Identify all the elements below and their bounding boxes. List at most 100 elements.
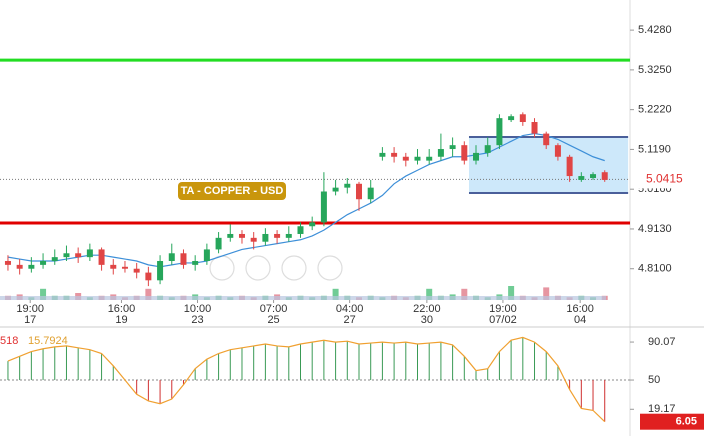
candle-body <box>250 237 257 242</box>
badge-bg <box>178 182 286 200</box>
candle-body <box>508 116 515 121</box>
x-tick-label: 16:00 <box>108 303 136 315</box>
candle-body <box>484 145 491 153</box>
range-box <box>468 137 629 193</box>
candle-body <box>601 172 608 180</box>
candle-body <box>309 222 316 227</box>
osc-y-tick-label: 19.17 <box>648 403 676 415</box>
candle-body <box>51 257 58 262</box>
candle-body <box>473 152 480 161</box>
candle-body <box>262 233 269 242</box>
x-tick-sublabel: 30 <box>421 314 433 326</box>
volume-bar <box>461 288 468 300</box>
x-tick-label: 19:00 <box>16 303 44 315</box>
x-tick-label: 04:00 <box>336 303 364 315</box>
candle-body <box>437 149 444 157</box>
candle-body <box>332 187 339 192</box>
osc-y-tick-label: 90.07 <box>648 336 676 348</box>
candle-body <box>519 114 526 123</box>
y-tick-label: 4.8100 <box>638 263 672 275</box>
candle-body <box>238 233 245 238</box>
tool-button[interactable] <box>281 255 307 281</box>
candle-body <box>4 261 11 265</box>
candle-body <box>215 237 222 250</box>
x-tick-label: 16:00 <box>566 303 594 315</box>
x-tick-sublabel: 17 <box>24 314 36 326</box>
candle-body <box>180 253 187 265</box>
candle-body <box>344 183 351 188</box>
candle-body <box>168 253 175 262</box>
current-price-bg <box>632 170 702 189</box>
candle-body <box>543 133 550 146</box>
candle-body <box>285 233 292 238</box>
tool-button[interactable] <box>317 255 343 281</box>
x-tick-sublabel: 27 <box>344 314 356 326</box>
candle-body <box>98 249 105 265</box>
candle-body <box>320 191 327 223</box>
candle-body <box>227 233 234 238</box>
volume-bar <box>543 287 550 300</box>
volume-bar <box>332 288 339 300</box>
candle-body <box>554 145 561 157</box>
candle-body <box>16 264 23 269</box>
current-price-label: 5.0415 <box>646 172 683 186</box>
tool-button[interactable] <box>245 255 271 281</box>
candle-body <box>133 268 140 273</box>
badge: TA - COPPER - USD <box>181 185 284 197</box>
moving-average <box>7 132 605 268</box>
indicator-header: 15.7924 <box>28 335 68 347</box>
osc-line <box>7 336 606 423</box>
candle-body <box>379 152 386 157</box>
x-tick-label: 10:00 <box>184 303 212 315</box>
x-tick-sublabel: 07/02 <box>489 314 517 326</box>
candle-body <box>75 253 82 258</box>
candle-body <box>192 261 199 265</box>
candle-body <box>28 264 35 269</box>
x-tick-sublabel: 19 <box>115 314 127 326</box>
y-tick-label: 4.9130 <box>638 223 672 235</box>
candle-body <box>203 249 210 262</box>
candle-body <box>110 264 117 269</box>
y-tick-label: 5.4280 <box>638 24 672 36</box>
volume-bar <box>40 288 47 300</box>
candle-body <box>391 152 398 157</box>
x-tick-label: 22:00 <box>413 303 441 315</box>
candle-body <box>367 187 374 200</box>
x-tick-label: 19:00 <box>489 303 517 315</box>
candle-body <box>86 249 93 258</box>
candle-body <box>531 122 538 134</box>
osc-current-bg <box>640 413 704 430</box>
y-tick-label: 5.2220 <box>638 104 672 116</box>
x-tick-label: 07:00 <box>260 303 288 315</box>
candle-body <box>578 176 585 180</box>
indicator-header: 518 <box>0 335 18 347</box>
candle-body <box>63 253 70 258</box>
candle-body <box>145 272 152 281</box>
osc-y-tick-label: 50 <box>648 374 660 386</box>
candle-body <box>414 156 421 161</box>
x-tick-sublabel: 04 <box>574 314 586 326</box>
candle-body <box>274 233 281 238</box>
osc-current-label: 6.05 <box>676 416 697 428</box>
x-tick-sublabel: 25 <box>267 314 279 326</box>
candle-body <box>40 261 47 265</box>
candle-body <box>157 261 164 281</box>
toolbar <box>209 255 343 281</box>
candle-body <box>461 145 468 161</box>
y-tick-label: 5.1190 <box>638 143 671 155</box>
candle-body <box>566 156 573 177</box>
candle-body <box>590 174 597 178</box>
x-tick-sublabel: 23 <box>191 314 203 326</box>
y-tick-label: 5.3250 <box>638 64 672 76</box>
candle-body <box>426 156 433 161</box>
volume-bar <box>145 288 152 300</box>
candle-body <box>355 183 362 200</box>
candle-body <box>121 266 128 269</box>
candle-body <box>402 156 409 161</box>
candle-body <box>496 118 503 146</box>
volume-bar <box>426 288 433 300</box>
candle-body <box>297 226 304 234</box>
candle-body <box>449 145 456 150</box>
